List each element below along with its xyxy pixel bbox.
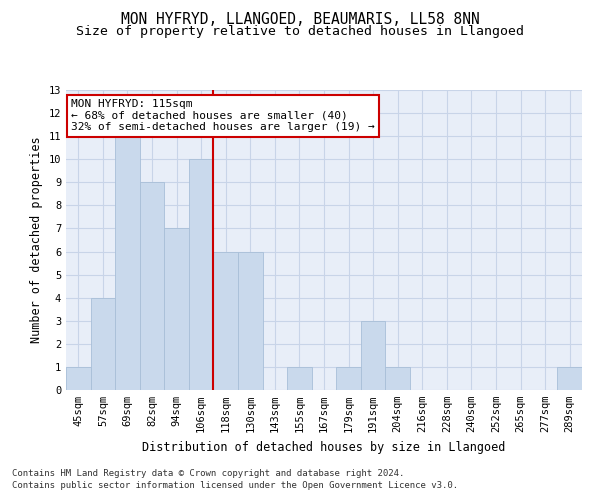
Bar [238, 252, 263, 390]
Bar [361, 321, 385, 390]
Bar [287, 367, 312, 390]
Text: MON HYFRYD: 115sqm
← 68% of detached houses are smaller (40)
32% of semi-detache: MON HYFRYD: 115sqm ← 68% of detached hou… [71, 99, 375, 132]
Text: MON HYFRYD, LLANGOED, BEAUMARIS, LL58 8NN: MON HYFRYD, LLANGOED, BEAUMARIS, LL58 8N… [121, 12, 479, 28]
Bar [557, 367, 582, 390]
Bar [336, 367, 361, 390]
Bar [115, 136, 140, 390]
Bar [385, 367, 410, 390]
X-axis label: Distribution of detached houses by size in Llangoed: Distribution of detached houses by size … [142, 440, 506, 454]
Y-axis label: Number of detached properties: Number of detached properties [30, 136, 43, 344]
Bar [66, 367, 91, 390]
Bar [214, 252, 238, 390]
Bar [91, 298, 115, 390]
Text: Contains HM Land Registry data © Crown copyright and database right 2024.: Contains HM Land Registry data © Crown c… [12, 468, 404, 477]
Bar [164, 228, 189, 390]
Bar [189, 159, 214, 390]
Text: Contains public sector information licensed under the Open Government Licence v3: Contains public sector information licen… [12, 481, 458, 490]
Text: Size of property relative to detached houses in Llangoed: Size of property relative to detached ho… [76, 25, 524, 38]
Bar [140, 182, 164, 390]
